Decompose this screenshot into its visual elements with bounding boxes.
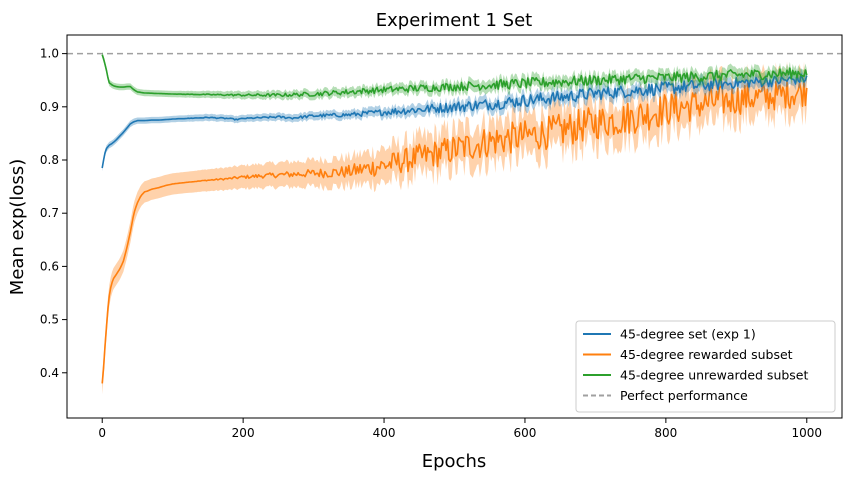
legend-label: Perfect performance	[620, 388, 748, 403]
legend: 45-degree set (exp 1) 45-degree rewarded …	[575, 320, 836, 413]
chart-title: Experiment 1 Set	[376, 10, 532, 31]
legend-box	[575, 320, 836, 413]
y-tick-label: 0.7	[40, 206, 59, 220]
x-tick-label: 400	[373, 426, 396, 440]
y-tick-label: 1.0	[40, 47, 59, 61]
x-tick-label: 0	[98, 426, 106, 440]
x-axis: 0 200 400 600 800 1000	[98, 418, 822, 440]
y-tick-label: 0.9	[40, 100, 59, 114]
legend-label: 45-degree unrewarded subset	[620, 368, 809, 383]
y-tick-label: 0.8	[40, 153, 59, 167]
series-band-1	[102, 61, 807, 395]
x-tick-label: 800	[654, 426, 677, 440]
y-tick-label: 0.6	[40, 259, 59, 273]
y-axis: 0.4 0.5 0.6 0.7 0.8 0.9 1.0	[40, 47, 67, 380]
x-tick-label: 600	[514, 426, 537, 440]
y-axis-label: Mean exp(loss)	[7, 159, 28, 295]
y-tick-label: 0.5	[40, 313, 59, 327]
plot-frame	[66, 34, 843, 419]
series-line-1	[101, 79, 808, 384]
series-line-0	[101, 73, 808, 169]
x-tick-label: 200	[232, 426, 255, 440]
series-line-2	[101, 54, 808, 98]
legend-label: 45-degree rewarded subset	[620, 347, 793, 362]
x-tick-label: 1000	[791, 426, 822, 440]
plot-area	[67, 51, 842, 395]
y-tick-label: 0.4	[40, 366, 59, 380]
legend-label: 45-degree set (exp 1)	[620, 327, 756, 342]
x-axis-label: Epochs	[422, 451, 487, 472]
